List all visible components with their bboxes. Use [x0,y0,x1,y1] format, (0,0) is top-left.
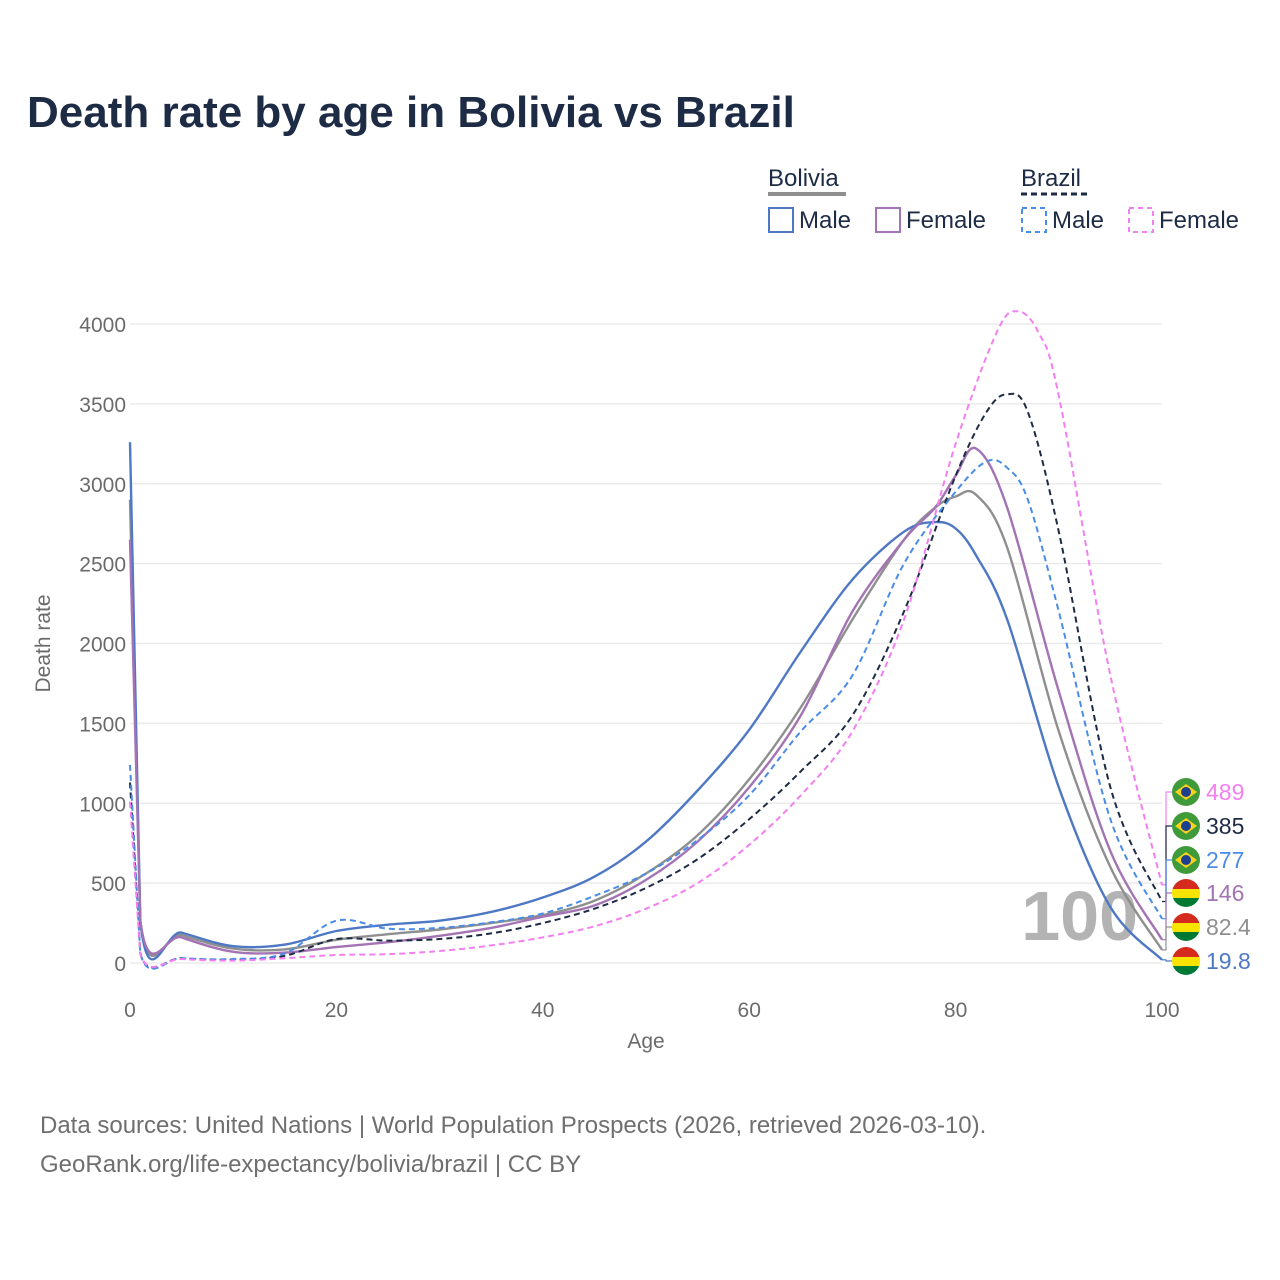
chart: Bolivia Male Female Brazil Male Female 0… [32,165,1251,1053]
y-tick-label: 3000 [79,474,126,497]
legend-bolivia-male-swatch [768,207,794,233]
series-line-brazil-male [129,458,1163,970]
grid [130,323,1162,964]
legend-title-brazil: Brazil [1021,165,1081,192]
legend-bolivia-female-label: Female [906,207,986,234]
y-tick-label: 2500 [79,554,126,577]
y-tick-label: 3500 [79,394,126,417]
end-label-value: 489 [1206,779,1244,805]
end-label-value: 19.8 [1206,948,1251,974]
legend-bolivia-male-label: Male [799,207,851,234]
x-tick-label: 60 [738,999,761,1022]
legend-title-bolivia: Bolivia [768,165,839,192]
axes: 0 500 1000 1500 2000 2500 3000 3500 4000 0 20 40 60 8… [32,314,1180,1053]
bolivia-flag-icon [1172,947,1200,975]
end-label-connector [1162,825,1172,903]
x-tick-label: 80 [944,999,967,1022]
x-axis-title: Age [627,1030,664,1053]
legend-brazil-male-label: Male [1052,207,1104,234]
end-label-connector [1162,926,1172,951]
bolivia-flag-icon [1172,913,1200,941]
legend-brazil-female-swatch [1128,207,1154,233]
end-labels: 489 385 277 146 82.4 19.8 [1162,778,1251,975]
y-tick-label: 500 [91,873,126,896]
legend-brazil-male-swatch [1021,207,1047,233]
y-tick-label: 1500 [79,713,126,736]
series-line-brazil-total [129,392,1163,969]
end-label-connector [1162,892,1172,941]
y-tick-label: 2000 [79,634,126,657]
series-line-bolivia-male [128,442,1163,961]
end-label-value: 385 [1206,813,1244,839]
brazil-flag-icon [1172,778,1200,806]
brazil-flag-icon [1172,846,1200,874]
series-line-bolivia-total [128,489,1164,958]
legend-brazil-female-label: Female [1159,207,1239,234]
footer: Data sources: United Nations | World Pop… [40,1106,986,1184]
legend-bolivia-female-swatch [875,207,901,233]
end-label-value: 82.4 [1206,914,1251,940]
series [128,310,1164,970]
footer-link[interactable]: GeoRank.org/life-expectancy/bolivia/braz… [40,1151,582,1178]
chart-title: Death rate by age in Bolivia vs Brazil [27,88,795,137]
end-label-connector [1162,791,1172,886]
end-label-value: 146 [1206,880,1244,906]
legend: Bolivia Male Female Brazil Male Female [768,165,1239,234]
brazil-flag-icon [1172,812,1200,840]
y-axis-title: Death rate [32,594,55,692]
y-tick-label: 1000 [79,793,126,816]
x-tick-label: 20 [325,999,348,1022]
series-line-brazil-female [129,310,1163,968]
y-tick-label: 4000 [79,314,126,337]
bolivia-flag-icon [1172,879,1200,907]
end-label-connector [1162,859,1172,920]
series-line-bolivia-female [128,446,1164,955]
y-tick-label: 0 [114,953,126,976]
footer-sources: Data sources: United Nations | World Pop… [40,1112,987,1139]
end-label-value: 277 [1206,847,1244,873]
x-tick-label: 100 [1144,999,1179,1022]
end-label-connector [1162,959,1172,962]
year-watermark: 100 [1021,877,1138,955]
x-tick-label: 0 [124,999,136,1022]
x-tick-label: 40 [531,999,554,1022]
